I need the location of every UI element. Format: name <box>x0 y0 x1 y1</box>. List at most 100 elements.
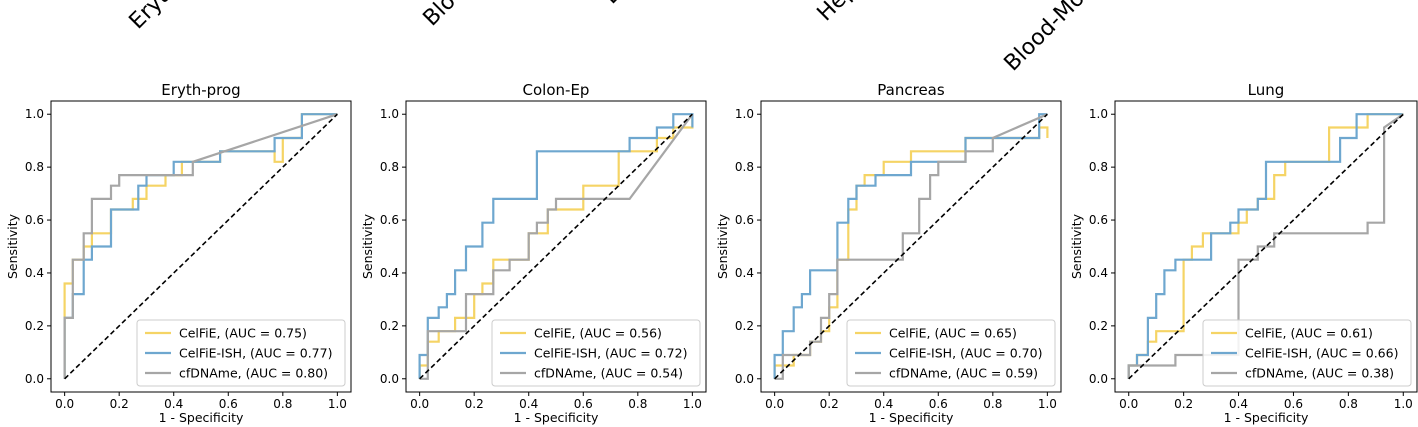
x-tick-label: 0.2 <box>465 397 484 411</box>
axes-frame <box>760 100 1062 393</box>
legend: CelFiE, (AUC = 0.75) CelFiE-ISH, (AUC = 0… <box>136 319 346 387</box>
y-axis-label: Sensitivity <box>715 213 730 279</box>
column-label: Hepatocyte <box>813 0 920 26</box>
x-axis-label: 1 - Specificity <box>1224 410 1309 425</box>
chance-diagonal <box>419 113 693 380</box>
roc-curve-cfdname <box>1127 113 1404 379</box>
legend-box <box>136 319 346 387</box>
column-label: Colon-Ep <box>677 0 764 7</box>
axes-frame <box>50 100 352 393</box>
x-tick-label: 0.2 <box>1174 397 1193 411</box>
roc-panel: Lung 0.0 0.0 0.2 0.2 0.4 0.4 0.6 0.6 0.8 0.8 1.0 1.0… <box>1069 81 1418 425</box>
legend-entry: CelFiE-ISH, (AUC = 0.77) <box>179 346 332 361</box>
legend-entry: CelFiE, (AUC = 0.61) <box>1245 326 1373 341</box>
axes-frame <box>1114 100 1418 393</box>
y-tick-label: 0.6 <box>735 213 754 227</box>
legend-box <box>846 319 1056 387</box>
legend-box <box>491 319 701 387</box>
x-tick-label: 0.8 <box>628 397 647 411</box>
x-tick-label: 1.0 <box>328 397 347 411</box>
x-tick-label: 0.0 <box>1119 397 1138 411</box>
legend-box <box>1202 319 1412 387</box>
y-tick-label: 0.0 <box>735 372 754 386</box>
y-tick-label: 0.2 <box>1089 319 1108 333</box>
legend-entry: CelFiE-ISH, (AUC = 0.72) <box>534 346 687 361</box>
legend-entry: cfDNAme, (AUC = 0.54) <box>534 366 683 381</box>
chart-title: Colon-Ep <box>523 81 590 99</box>
x-tick-label: 0.8 <box>1339 397 1358 411</box>
rotated-column-labels: Eryth-progBlood-MonoEryth-progColon-EpHe… <box>125 0 1110 76</box>
y-tick-label: 0.2 <box>25 319 44 333</box>
roc-panel: Colon-Ep 0.0 0.0 0.2 0.2 0.4 0.4 0.6 0.6 0.8 0.8 1.… <box>360 81 707 425</box>
legend-entry: CelFiE, (AUC = 0.56) <box>534 326 662 341</box>
x-tick-label: 1.0 <box>1394 397 1413 411</box>
y-tick-label: 1.0 <box>380 107 399 121</box>
roc-panels: Eryth-prog 0.0 0.0 0.2 0.2 0.4 0.4 0.6 0.6 0.8 0.8… <box>5 81 1418 425</box>
chart-title: Eryth-prog <box>161 81 240 99</box>
x-tick-label: 0.0 <box>765 397 784 411</box>
y-tick-label: 0.0 <box>25 372 44 386</box>
y-tick-label: 1.0 <box>25 107 44 121</box>
y-tick-label: 0.2 <box>380 319 399 333</box>
axes-frame <box>405 100 707 393</box>
legend-entry: CelFiE, (AUC = 0.75) <box>179 326 307 341</box>
y-tick-label: 0.6 <box>25 213 44 227</box>
column-label: Eryth-prog <box>599 0 699 9</box>
x-tick-label: 1.0 <box>1038 397 1057 411</box>
y-tick-label: 0.8 <box>735 160 754 174</box>
x-tick-label: 0.8 <box>273 397 292 411</box>
column-label: Blood-Mono <box>1000 0 1110 76</box>
x-tick-label: 0.6 <box>574 397 593 411</box>
y-axis-label: Sensitivity <box>360 213 375 279</box>
y-tick-label: 0.4 <box>25 266 44 280</box>
roc-curve-celfie-ish <box>418 113 694 379</box>
roc-curve-cfdname <box>419 113 694 380</box>
roc-curve-celfie-ish <box>1127 113 1404 379</box>
x-tick-label: 1.0 <box>683 397 702 411</box>
y-tick-label: 0.8 <box>1089 160 1108 174</box>
x-tick-label: 0.2 <box>820 397 839 411</box>
y-axis-label: Sensitivity <box>5 213 20 279</box>
y-axis-label: Sensitivity <box>1069 213 1084 279</box>
legend-entry: CelFiE-ISH, (AUC = 0.66) <box>1245 346 1398 361</box>
chart-title: Lung <box>1248 81 1285 99</box>
y-tick-label: 0.0 <box>380 372 399 386</box>
y-tick-label: 0.8 <box>25 160 44 174</box>
y-tick-label: 0.4 <box>735 266 754 280</box>
y-tick-label: 0.6 <box>380 213 399 227</box>
column-label: Blood-Mono <box>419 0 529 31</box>
x-tick-label: 0.8 <box>983 397 1002 411</box>
roc-curve-celfie-ish <box>63 113 338 379</box>
x-axis-label: 1 - Specificity <box>869 410 954 425</box>
x-tick-label: 0.4 <box>164 397 183 411</box>
roc-panel: Eryth-prog 0.0 0.0 0.2 0.2 0.4 0.4 0.6 0.6 0.8 0.8… <box>5 81 352 425</box>
x-tick-label: 0.6 <box>1284 397 1303 411</box>
x-tick-label: 0.2 <box>110 397 129 411</box>
x-axis-label: 1 - Specificity <box>159 410 244 425</box>
chance-diagonal <box>64 113 338 380</box>
x-tick-label: 0.0 <box>55 397 74 411</box>
x-axis-label: 1 - Specificity <box>514 410 599 425</box>
legend-entry: CelFiE-ISH, (AUC = 0.70) <box>889 346 1042 361</box>
y-tick-label: 0.0 <box>1089 372 1108 386</box>
x-tick-label: 0.6 <box>929 397 948 411</box>
legend-entry: cfDNAme, (AUC = 0.80) <box>179 366 328 381</box>
x-tick-label: 0.6 <box>219 397 238 411</box>
x-tick-label: 0.4 <box>1229 397 1248 411</box>
y-tick-label: 0.4 <box>1089 266 1108 280</box>
y-tick-label: 1.0 <box>1089 107 1108 121</box>
y-tick-label: 0.8 <box>380 160 399 174</box>
x-tick-label: 0.0 <box>410 397 429 411</box>
chance-diagonal <box>774 113 1048 380</box>
roc-panel: Pancreas 0.0 0.0 0.2 0.2 0.4 0.4 0.6 0.6 0.8 0.8 1.… <box>715 81 1062 425</box>
y-tick-label: 0.6 <box>1089 213 1108 227</box>
legend-entry: cfDNAme, (AUC = 0.38) <box>1245 366 1394 381</box>
legend: CelFiE, (AUC = 0.56) CelFiE-ISH, (AUC = 0… <box>491 319 701 387</box>
x-tick-label: 0.4 <box>874 397 893 411</box>
column-label: Eryth-prog <box>125 0 225 34</box>
legend: CelFiE, (AUC = 0.61) CelFiE-ISH, (AUC = 0… <box>1202 319 1412 387</box>
legend-entry: CelFiE, (AUC = 0.65) <box>889 326 1017 341</box>
legend-entry: cfDNAme, (AUC = 0.59) <box>889 366 1038 381</box>
roc-curve-cfdname <box>63 113 338 379</box>
